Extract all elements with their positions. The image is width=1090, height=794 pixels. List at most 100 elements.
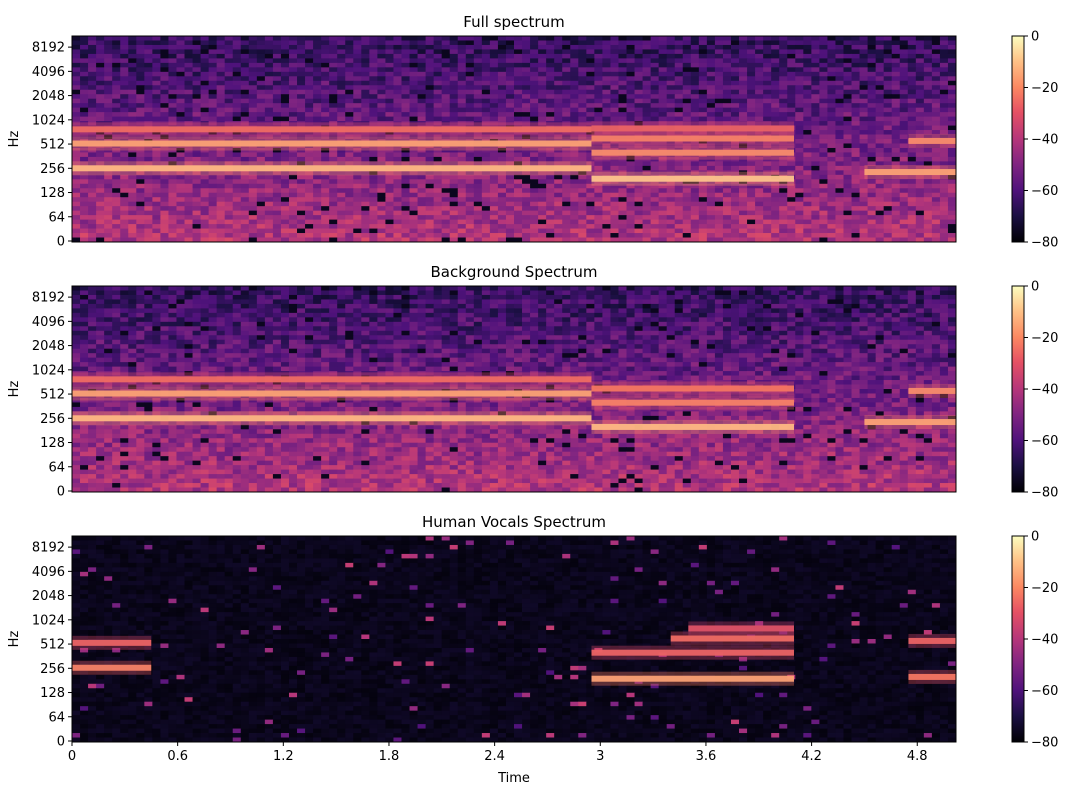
harmonic-band: [72, 165, 592, 172]
harmonic-band-halo: [591, 121, 794, 136]
harmonic-band: [688, 625, 794, 632]
spectrogram-cells: [72, 536, 957, 743]
y-tick-label: 512: [40, 388, 65, 403]
panel-title: Human Vocals Spectrum: [422, 513, 606, 531]
x-tick-label: 2.4: [484, 749, 505, 764]
harmonic-band-halo: [591, 419, 794, 434]
harmonic-band: [591, 125, 794, 132]
harmonic-band: [72, 126, 592, 133]
harmonic-band: [72, 639, 152, 646]
x-tick-label: 4.8: [907, 749, 928, 764]
harmonic-band-halo: [908, 133, 956, 148]
harmonic-band-halo: [72, 660, 152, 675]
x-tick-label: 3: [596, 749, 604, 764]
x-axis-label: Time: [497, 771, 530, 786]
y-tick-label: 1024: [32, 363, 65, 378]
axes-frame: [71, 35, 957, 243]
axes-frame: [71, 535, 957, 743]
harmonic-band: [72, 376, 592, 383]
harmonic-band-halo: [72, 411, 592, 426]
harmonic-band-halo: [908, 669, 956, 684]
harmonic-band: [72, 415, 592, 422]
y-tick-label: 128: [40, 686, 65, 701]
y-tick-label: 128: [40, 436, 65, 451]
harmonic-band-halo: [591, 671, 794, 686]
colorbar-tick-label: −40: [1031, 633, 1058, 648]
y-tick-label: 8192: [32, 41, 65, 56]
harmonic-band: [591, 399, 794, 406]
colorbar-tick-label: −40: [1031, 383, 1058, 398]
harmonic-band: [591, 135, 794, 142]
y-tick-label: 8192: [32, 541, 65, 556]
colorbar: 0 −20 −40 −60 −80: [1011, 530, 1058, 751]
colorbar-tick-label: −80: [1031, 486, 1058, 501]
y-tick-label: 8192: [32, 291, 65, 306]
colorbar-tick-label: −60: [1031, 184, 1058, 199]
x-tick-label: 3.6: [696, 749, 717, 764]
y-axis-label: Hz: [7, 381, 22, 398]
y-tick-label: 4096: [32, 315, 65, 330]
harmonic-band: [72, 664, 152, 671]
y-tick-label: 0: [57, 235, 65, 250]
x-tick-label: 0: [68, 749, 76, 764]
harmonic-band-halo: [591, 171, 794, 186]
colorbar-tick-label: −80: [1031, 236, 1058, 251]
y-tick-label: 2048: [32, 589, 65, 604]
y-tick-label: 2048: [32, 89, 65, 104]
harmonic-band: [591, 649, 794, 656]
spectrogram-panel-1: Full spectrum Hz 0 64 128 256 512 1024 2048 4096 8…: [7, 13, 1058, 251]
colorbar-tick-label: −20: [1031, 581, 1058, 596]
harmonic-band-halo: [72, 122, 592, 137]
y-tick-label: 0: [57, 485, 65, 500]
harmonic-band-halo: [591, 381, 794, 396]
colorbar: 0 −20 −40 −60 −80: [1011, 280, 1058, 501]
colorbar-tick-label: −80: [1031, 736, 1058, 751]
colorbar-tick-label: −20: [1031, 331, 1058, 346]
harmonic-band-halo: [72, 372, 592, 387]
spectrogram-panel-3: Human Vocals Spectrum Hz 0 64 128 256 512 1024 2…: [7, 513, 1058, 786]
harmonic-band: [72, 140, 592, 147]
harmonic-band-halo: [591, 145, 794, 160]
x-tick-label: 1.2: [273, 749, 294, 764]
y-axis-label: Hz: [7, 131, 22, 148]
colorbar-tick-label: −40: [1031, 133, 1058, 148]
harmonic-band-halo: [908, 383, 956, 398]
colorbar-gradient: [1011, 285, 1025, 493]
spectrogram-cells: [72, 36, 957, 243]
harmonic-band: [908, 673, 956, 680]
x-tick-label: 1.8: [379, 749, 400, 764]
harmonic-band: [864, 169, 956, 176]
harmonic-band: [591, 385, 794, 392]
y-tick-label: 2048: [32, 339, 65, 354]
harmonic-band-halo: [591, 131, 794, 146]
harmonic-band: [591, 423, 794, 430]
panel-title: Full spectrum: [463, 13, 564, 31]
y-tick-label: 256: [40, 662, 65, 677]
y-tick-label: 64: [48, 710, 65, 725]
colorbar-tick-label: 0: [1031, 30, 1039, 45]
x-tick-label: 4.2: [801, 749, 822, 764]
colorbar-tick-label: 0: [1031, 530, 1039, 545]
axes-frame: [71, 285, 957, 493]
y-tick-label: 256: [40, 162, 65, 177]
harmonic-band: [72, 390, 592, 397]
spectrogram-panel-2: Background Spectrum Hz 0 64 128 256 512 1024 204…: [7, 263, 1058, 501]
harmonic-band: [591, 675, 794, 682]
y-tick-label: 512: [40, 138, 65, 153]
y-tick-label: 0: [57, 735, 65, 750]
harmonic-band-halo: [591, 395, 794, 410]
colorbar: 0 −20 −40 −60 −80: [1011, 30, 1058, 251]
harmonic-band-halo: [72, 635, 152, 650]
y-tick-label: 1024: [32, 113, 65, 128]
y-tick-label: 64: [48, 460, 65, 475]
harmonic-band-halo: [688, 621, 794, 636]
harmonic-band: [591, 175, 794, 182]
harmonic-band-halo: [864, 415, 956, 430]
harmonic-band: [591, 149, 794, 156]
harmonic-band: [908, 637, 956, 644]
y-tick-label: 1024: [32, 613, 65, 628]
harmonic-band-halo: [670, 631, 794, 646]
y-tick-label: 4096: [32, 565, 65, 580]
colorbar-tick-label: 0: [1031, 280, 1039, 295]
